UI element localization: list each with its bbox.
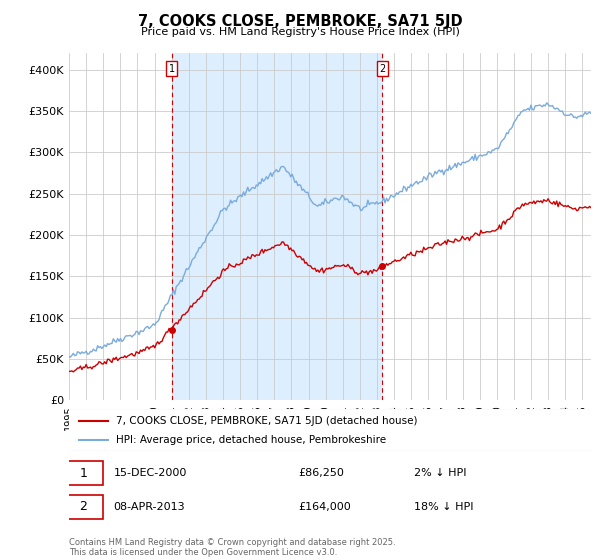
Text: Price paid vs. HM Land Registry's House Price Index (HPI): Price paid vs. HM Land Registry's House … <box>140 27 460 37</box>
FancyBboxPatch shape <box>64 461 103 486</box>
Bar <box>172 53 382 400</box>
Text: Contains HM Land Registry data © Crown copyright and database right 2025.
This d: Contains HM Land Registry data © Crown c… <box>69 538 395 557</box>
Text: 2% ↓ HPI: 2% ↓ HPI <box>413 468 466 478</box>
Text: 7, COOKS CLOSE, PEMBROKE, SA71 5JD: 7, COOKS CLOSE, PEMBROKE, SA71 5JD <box>137 14 463 29</box>
FancyBboxPatch shape <box>64 494 103 519</box>
Text: HPI: Average price, detached house, Pembrokeshire: HPI: Average price, detached house, Pemb… <box>116 435 386 445</box>
Text: 08-APR-2013: 08-APR-2013 <box>113 502 185 512</box>
Text: £86,250: £86,250 <box>299 468 344 478</box>
Text: 2: 2 <box>79 500 87 514</box>
Text: 1: 1 <box>169 64 175 74</box>
Text: 15-DEC-2000: 15-DEC-2000 <box>113 468 187 478</box>
Text: £164,000: £164,000 <box>299 502 352 512</box>
FancyBboxPatch shape <box>64 408 596 451</box>
Text: 7, COOKS CLOSE, PEMBROKE, SA71 5JD (detached house): 7, COOKS CLOSE, PEMBROKE, SA71 5JD (deta… <box>116 416 418 426</box>
Text: 1: 1 <box>79 466 87 480</box>
Text: 18% ↓ HPI: 18% ↓ HPI <box>413 502 473 512</box>
Text: 2: 2 <box>379 64 385 74</box>
